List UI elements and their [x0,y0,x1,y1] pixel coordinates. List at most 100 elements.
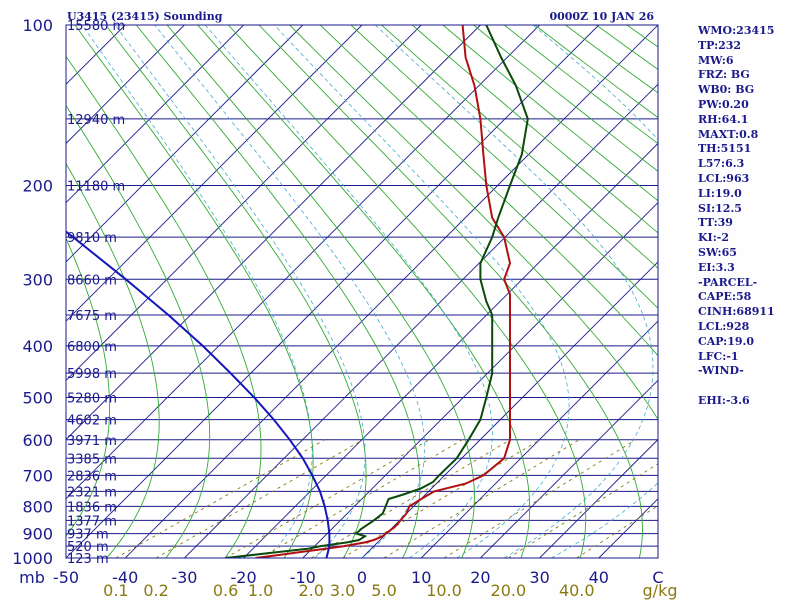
index-item: CAPE:58 [698,290,752,304]
index-item: -WIND- [698,364,744,378]
index-item: FRZ: BG [698,68,750,82]
index-item: WMO:23415 [698,24,775,37]
height-label: 7675 m [67,309,117,324]
stability-indices-panel: WMO:23415 TP:232 MW:6 FRZ: BG WB0: BG PW:0.20… [698,24,798,409]
moist-adiabat-line [204,25,493,558]
mixing-ratio-unit-label: g/kg [643,581,678,600]
mixing-ratio-label: 10.0 [426,581,462,600]
mixing-ratio-line [225,439,430,558]
temperature-trace [255,25,512,558]
temperature-tick-label: 20 [470,568,490,587]
isotherm-line [0,25,7,558]
pressure-tick-label: 400 [22,337,53,356]
dry-adiabat-line [66,55,262,558]
index-item: KI:-2 [698,231,729,245]
moist-adiabat-line [375,25,654,558]
mixing-ratio-line [342,439,541,558]
mixing-ratio-label: 0.1 [103,581,128,600]
isotherm-line [480,379,658,558]
pressure-tick-label: 300 [22,270,53,289]
temperature-tick-label: -30 [171,568,197,587]
temperature-tick-label: -20 [231,568,257,587]
dry-adiabat-line [66,104,211,558]
index-item: TP:232 [698,38,742,52]
mixing-ratio-line [443,439,636,558]
dry-adiabat-line [319,25,658,357]
height-label: 1377 m [67,514,117,529]
dry-adiabat-line [258,25,643,558]
index-item: WB0: BG [698,83,755,97]
index-item: LFC:-1 [698,349,739,363]
pressure-tick-label: 1000 [12,549,53,568]
dry-adiabat-line [227,25,587,558]
height-label: 5280 m [67,392,117,407]
mixing-ratio-line [508,463,658,558]
temperature-tick-label: 10 [411,568,431,587]
chart-time: 0000Z 10 JAN 26 [549,10,654,23]
pressure-tick-label: 800 [22,497,53,516]
dewpoint-trace [225,25,529,558]
dry-adiabat-line [66,162,160,558]
index-item: MW:6 [698,53,734,67]
index-item: SW:65 [698,245,737,259]
temperature-unit-label: C [652,568,663,587]
isotherm-line [66,25,481,441]
dry-adiabat-line [166,25,475,558]
isotherm-line [302,202,658,558]
mixing-ratio-line [383,439,580,558]
index-item: TT:39 [698,216,733,230]
height-label: 520 m [67,540,109,555]
temperature-tick-label: -40 [112,568,138,587]
height-label: 1836 m [67,500,117,515]
index-item: LCL:928 [698,319,750,333]
parcel-trace [66,230,331,558]
temperature-tick-label: 0 [357,568,367,587]
height-label: 4602 m [67,414,117,429]
index-item: CAP:19.0 [698,334,755,348]
index-item: RH:64.1 [698,112,749,126]
dry-adiabat-line [197,25,531,558]
dry-adiabat-line [381,25,658,269]
height-label: 15580 m [67,19,125,34]
pressure-tick-label: 900 [22,525,53,544]
height-label: 937 m [67,528,109,543]
isotherm-line [66,25,600,558]
plot-frame [65,24,659,559]
mixing-ratio-line [115,439,325,558]
index-item: -PARCEL- [698,275,758,289]
height-label: 12940 m [67,113,125,128]
index-item: TH:5151 [698,142,752,156]
height-label: 3971 m [67,434,117,449]
dry-adiabat-line [350,25,658,309]
isotherm-line [66,25,185,145]
moist-adiabat-line [114,25,366,558]
isotherm-line [124,25,658,558]
mixing-ratio-label: 1.0 [248,581,273,600]
height-label: 11180 m [67,179,125,194]
pressure-tick-label: 100 [22,16,53,35]
pressure-tick-label: 500 [22,389,53,408]
dry-adiabat-line [105,25,367,558]
height-label: 5998 m [67,367,117,382]
moist-adiabat-line [274,25,570,558]
height-label: 2321 m [67,485,117,500]
mixing-ratio-label: 40.0 [559,581,595,600]
plot-background [66,25,658,558]
index-item [698,379,798,394]
height-label: 9810 m [67,231,117,246]
index-item: SI:12.5 [698,201,742,215]
isotherm-line [66,25,363,322]
temperature-tick-label: -10 [290,568,316,587]
pressure-unit-label: mb [19,568,45,587]
height-label: 6800 m [67,340,117,355]
dry-adiabat-line [135,25,421,558]
dry-adiabat-line [0,25,13,558]
index-item: EI:3.3 [698,260,735,274]
isotherm-line [361,261,658,558]
isotherm-line [66,25,540,500]
index-item: CINH:68911 [698,305,775,319]
index-item: LCL:963 [698,171,750,185]
isotherm-line [66,25,422,381]
dry-adiabat-line [74,25,314,558]
